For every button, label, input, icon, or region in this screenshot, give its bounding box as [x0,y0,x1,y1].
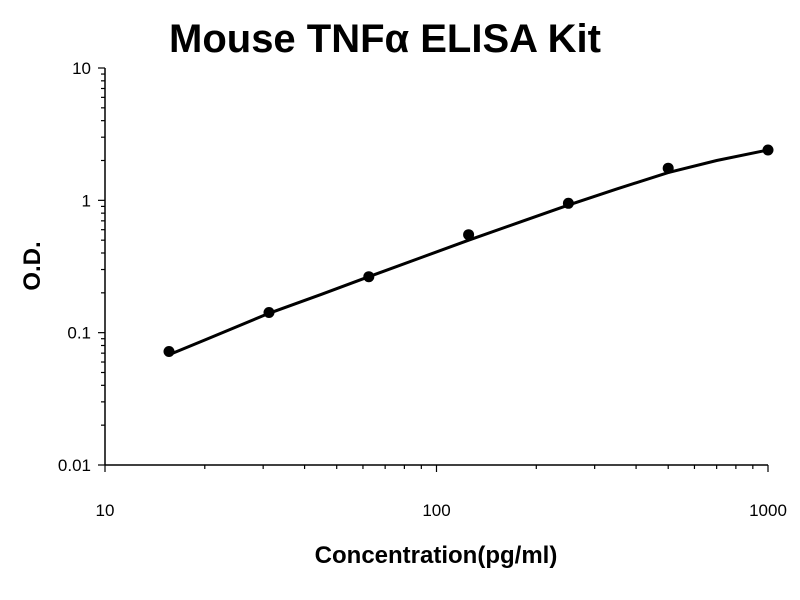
axes [104,68,768,466]
data-point [662,162,674,174]
data-points [163,144,774,357]
data-point [163,346,175,357]
data-point [263,307,275,318]
y-tick-label: 0.1 [67,324,91,343]
tick-labels: 0.01 0.1 1 10 10 100 1000 [58,59,787,520]
fit-curve [168,148,769,357]
data-point [363,271,375,283]
y-axis-label: O.D. [19,241,46,290]
x-tick-label: 1000 [749,501,787,520]
ticks [98,67,769,472]
data-point [463,229,475,241]
x-tick-label: 100 [422,501,450,520]
data-point [562,197,574,209]
chart-title: Mouse TNFα ELISA Kit [169,17,601,61]
x-axis-label: Concentration(pg/ml) [315,542,558,569]
y-tick-label: 1 [82,191,91,210]
x-tick-label: 10 [96,501,115,520]
y-tick-label: 10 [72,59,91,78]
data-point [762,144,774,156]
y-tick-label: 0.01 [58,456,91,475]
